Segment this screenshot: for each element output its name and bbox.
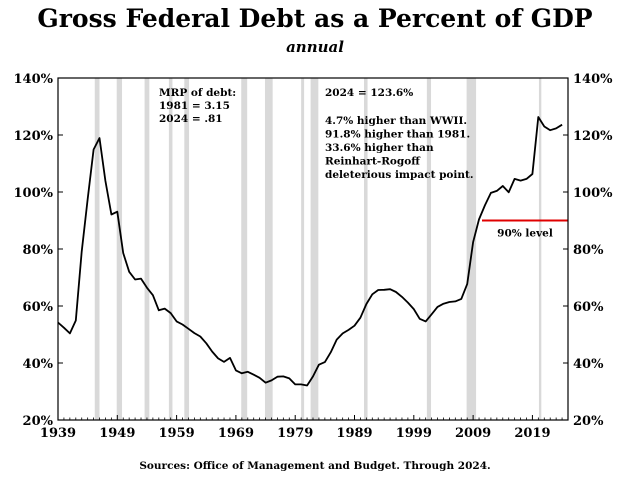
axis-layer: 20% 20% 40% 40% 60% 60% 80% 80% 100% 100% 120% 120%… xyxy=(14,72,614,441)
y-tick-label-left: 100% xyxy=(14,186,54,201)
y-tick-label-left: 40% xyxy=(23,357,54,372)
y-tick-label-left: 80% xyxy=(23,243,54,258)
y-tick-label-left: 60% xyxy=(23,300,54,315)
recession-band xyxy=(94,78,100,420)
recession-band xyxy=(364,78,368,420)
current-annotation: 2024 = 123.6% xyxy=(325,87,413,99)
x-tick-label: 1969 xyxy=(218,426,254,441)
y-tick-label-right: 80% xyxy=(573,243,604,258)
x-tick-label: 1949 xyxy=(99,426,135,441)
y-tick-label-right: 20% xyxy=(573,414,604,429)
mrp-annotation-line: 2024 = .81 xyxy=(159,113,223,125)
y-tick-label-right: 40% xyxy=(573,357,604,372)
y-tick-label-left: 20% xyxy=(23,414,54,429)
y-tick-label-right: 140% xyxy=(573,72,613,87)
line-layer xyxy=(57,116,563,387)
recession-band xyxy=(116,78,123,420)
comparison-annotation: 4.7% higher than WWII. 91.8% higher than … xyxy=(325,115,474,181)
comparison-annotation-line: deleterious impact point. xyxy=(325,169,474,181)
x-tick-label: 1939 xyxy=(40,426,76,441)
y-tick-label-right: 100% xyxy=(573,186,613,201)
current-annotation-line: 2024 = 123.6% xyxy=(325,87,413,99)
x-tick-label: 2019 xyxy=(514,426,550,441)
recession-band xyxy=(264,78,273,420)
chart-title: Gross Federal Debt as a Percent of GDP xyxy=(37,4,593,33)
recession-bands xyxy=(94,78,542,420)
comparison-annotation-line: 4.7% higher than WWII. xyxy=(325,115,467,127)
x-tick-label: 2009 xyxy=(455,426,491,441)
recession-band xyxy=(538,78,542,420)
comparison-annotation-line: 33.6% higher than xyxy=(325,142,434,154)
source-note: Sources: Office of Management and Budget… xyxy=(139,460,491,472)
recession-band xyxy=(426,78,432,420)
x-tick-label: 1999 xyxy=(396,426,432,441)
mrp-annotation-line: MRP of debt: xyxy=(159,87,236,99)
recession-band xyxy=(184,78,190,420)
recession-band xyxy=(241,78,248,420)
threshold-layer: 90% level xyxy=(482,219,568,240)
x-tick-label: 1979 xyxy=(277,426,313,441)
recession-band xyxy=(168,78,173,420)
threshold-label: 90% level xyxy=(497,228,553,240)
recession-band xyxy=(301,78,305,420)
mrp-annotation-line: 1981 = 3.15 xyxy=(159,100,230,112)
debt-series-line xyxy=(57,116,563,387)
comparison-annotation-line: 91.8% higher than 1981. xyxy=(325,129,470,141)
recession-band xyxy=(310,78,319,420)
y-tick-label-left: 140% xyxy=(14,72,54,87)
y-tick-label-left: 120% xyxy=(14,129,54,144)
y-tick-label-right: 60% xyxy=(573,300,604,315)
y-tick-label-right: 120% xyxy=(573,129,613,144)
comparison-annotation-line: Reinhart-Rogoff xyxy=(325,156,421,168)
recession-band xyxy=(144,78,150,420)
x-tick-label: 1989 xyxy=(336,426,372,441)
chart-subtitle: annual xyxy=(286,38,344,56)
x-tick-label: 1959 xyxy=(159,426,195,441)
